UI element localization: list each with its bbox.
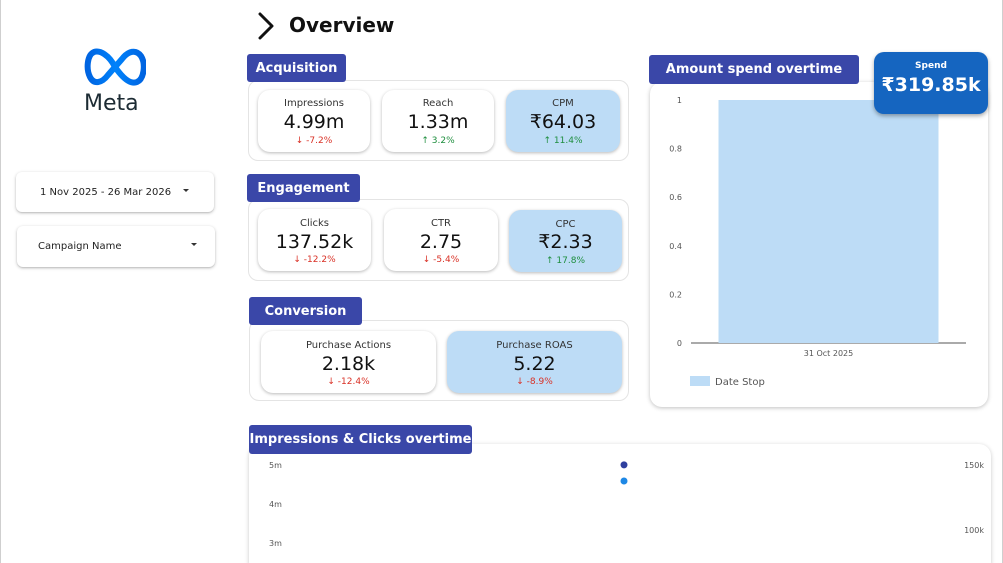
ctr-card[interactable]: CTR 2.75 ↓ -5.4% [384, 209, 498, 271]
card-change: ↑ 11.4% [506, 136, 620, 146]
legend-swatch [690, 376, 710, 386]
cpm-card[interactable]: CPM ₹64.03 ↑ 11.4% [506, 90, 620, 152]
card-label: CPM [552, 98, 574, 109]
chevron-down-icon [191, 243, 197, 246]
card-value: 2.18k [321, 353, 376, 375]
spend-badge: Spend ₹319.85k [874, 52, 988, 114]
trend-chart-panel: 3m 4m 5m 100k 150k [249, 444, 991, 563]
trend-chart: 3m 4m 5m 100k 150k [269, 461, 984, 548]
arrow-down-icon: ↓ [516, 377, 524, 387]
card-change: ↓ -12.2% [258, 255, 371, 265]
change-value: 3.2% [431, 136, 455, 146]
conversion-header: Conversion [249, 297, 362, 325]
card-label: Impressions [284, 98, 344, 109]
y-tick-label: 0.2 [669, 290, 682, 299]
engagement-header: Engagement [247, 174, 360, 202]
arrow-down-icon: ↓ [293, 255, 301, 265]
card-change: ↓ -5.4% [384, 255, 498, 265]
reach-card[interactable]: Reach 1.33m ↑ 3.2% [382, 90, 494, 152]
change-value: -12.2% [303, 255, 336, 265]
card-change: ↓ -8.9% [447, 377, 622, 387]
y-left-tick-label: 4m [269, 500, 282, 509]
date-range-filter[interactable]: 1 Nov 2025 - 26 Mar 2026 [16, 172, 214, 212]
y-right-tick-label: 100k [964, 526, 984, 535]
chevron-right-icon[interactable] [256, 12, 278, 40]
card-value: 4.99m [283, 111, 345, 133]
card-label: CPC [555, 219, 576, 230]
x-tick-label: 31 Oct 2025 [804, 349, 853, 358]
purchase-actions-card[interactable]: Purchase Actions 2.18k ↓ -12.4% [261, 331, 436, 393]
spend-chart: 0 0.2 0.4 0.6 0.8 1 31 Oct 2025 Date Stop [669, 96, 966, 388]
campaign-filter[interactable]: Campaign Name [17, 226, 215, 267]
change-value: -7.2% [306, 136, 333, 146]
card-label: Reach [422, 98, 454, 109]
card-change: ↓ -7.2% [258, 136, 370, 146]
card-value: ₹2.33 [538, 231, 593, 253]
data-point-clicks [620, 477, 628, 485]
meta-logo-text: Meta [84, 91, 139, 116]
arrow-up-icon: ↑ [421, 136, 429, 146]
change-value: -5.4% [433, 255, 460, 265]
arrow-up-icon: ↑ [545, 256, 554, 266]
y-tick-label: 0.6 [669, 193, 682, 202]
chevron-down-icon [183, 189, 189, 192]
card-label: Purchase Actions [305, 340, 392, 351]
arrow-down-icon: ↓ [422, 255, 431, 265]
spend-chart-panel: 0 0.2 0.4 0.6 0.8 1 31 Oct 2025 Date Stop [650, 82, 988, 407]
change-value: -12.4% [337, 377, 370, 387]
y-tick-label: 0 [677, 339, 682, 348]
arrow-down-icon: ↓ [327, 377, 335, 387]
card-value: 1.33m [407, 111, 469, 133]
legend-label: Date Stop [715, 377, 765, 388]
meta-logo-icon [84, 48, 146, 86]
spend-chart-header: Amount spend overtime [649, 55, 859, 84]
page-title: Overview [289, 13, 395, 37]
card-value: 137.52k [275, 231, 354, 253]
cpc-card[interactable]: CPC ₹2.33 ↑ 17.8% [509, 210, 622, 272]
clicks-card[interactable]: Clicks 137.52k ↓ -12.2% [258, 209, 371, 271]
spend-label: Spend [915, 61, 947, 71]
bar [718, 100, 939, 343]
y-tick-label: 1 [677, 96, 682, 105]
data-point-impressions [620, 461, 628, 469]
card-value: ₹64.03 [529, 111, 597, 133]
card-value: 2.75 [419, 231, 463, 253]
y-right-tick-label: 150k [964, 461, 984, 470]
y-tick-label: 0.8 [669, 145, 682, 154]
trend-chart-header: Impressions & Clicks overtime [249, 425, 472, 454]
card-change: ↑ 3.2% [382, 136, 494, 146]
impressions-card[interactable]: Impressions 4.99m ↓ -7.2% [258, 90, 370, 152]
spend-value: ₹319.85k [881, 74, 981, 96]
arrow-up-icon: ↑ [543, 136, 552, 146]
acquisition-header: Acquisition [247, 54, 346, 82]
change-value: -8.9% [526, 377, 553, 387]
card-change: ↓ -12.4% [261, 377, 436, 387]
y-tick-label: 0.4 [669, 242, 682, 251]
card-value: 5.22 [513, 353, 556, 375]
y-left-tick-label: 5m [269, 461, 282, 470]
card-label: CTR [430, 218, 452, 229]
campaign-filter-label: Campaign Name [38, 241, 122, 252]
y-left-tick-label: 3m [269, 539, 282, 548]
change-value: 17.8% [556, 256, 585, 266]
card-label: Clicks [299, 218, 330, 229]
arrow-down-icon: ↓ [295, 136, 304, 146]
card-change: ↑ 17.8% [509, 256, 622, 266]
change-value: 11.4% [553, 136, 583, 146]
card-label: Purchase ROAS [496, 340, 573, 351]
date-range-value: 1 Nov 2025 - 26 Mar 2026 [40, 187, 172, 198]
purchase-roas-card[interactable]: Purchase ROAS 5.22 ↓ -8.9% [447, 331, 622, 393]
